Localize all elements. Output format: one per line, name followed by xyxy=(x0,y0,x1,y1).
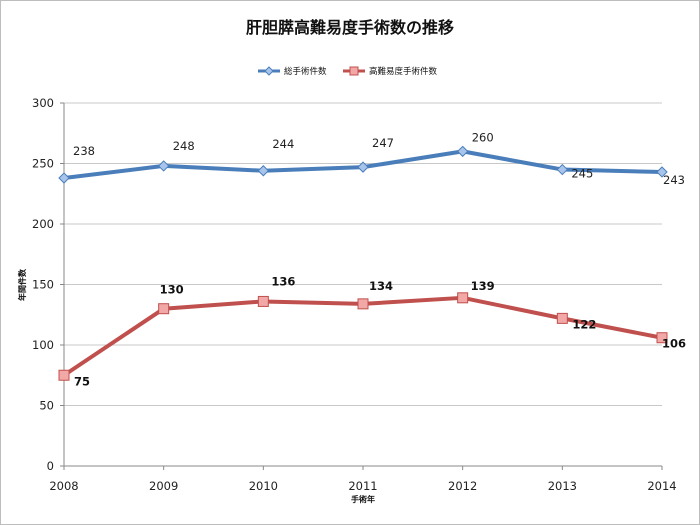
data-point-diamond xyxy=(58,172,70,184)
x-tick-label: 2012 xyxy=(448,479,477,493)
data-label: 136 xyxy=(271,274,295,288)
data-point-square xyxy=(58,369,70,381)
y-tick-labels: 0 50 100 150 200 250 300 xyxy=(32,96,54,473)
legend-label: 総手術件数 xyxy=(284,66,327,77)
data-label: 248 xyxy=(173,139,195,153)
data-point-square xyxy=(158,303,170,315)
data-point-diamond xyxy=(157,160,170,172)
x-tick-label: 2013 xyxy=(548,479,577,493)
data-label: 247 xyxy=(372,136,394,150)
y-tick-label: 250 xyxy=(32,157,54,171)
series-group xyxy=(58,145,668,381)
data-point-square xyxy=(656,332,668,344)
legend-marker-square xyxy=(349,66,359,76)
data-label: 260 xyxy=(472,130,494,144)
y-tick-label: 100 xyxy=(32,338,54,352)
axes xyxy=(60,102,663,470)
data-label: 243 xyxy=(663,173,685,187)
data-label: 245 xyxy=(571,167,593,181)
y-tick-label: 300 xyxy=(32,96,54,110)
data-label: 130 xyxy=(160,283,184,297)
data-point-diamond xyxy=(357,161,369,173)
data-point-diamond xyxy=(456,145,469,158)
x-tick-labels: 2008 2009 2010 2011 2012 2013 2014 xyxy=(49,479,676,493)
data-point-diamond xyxy=(556,163,569,176)
data-point-square xyxy=(457,292,469,304)
y-tick-label: 0 xyxy=(47,459,54,473)
y-tick-label: 150 xyxy=(32,278,54,292)
data-point-diamond xyxy=(656,166,668,178)
chart-title: 肝胆膵高難易度手術数の推移 xyxy=(245,18,454,37)
legend-marker-diamond xyxy=(264,66,274,76)
data-point-square xyxy=(357,298,369,310)
gridlines xyxy=(64,102,662,406)
y-axis-title: 年間件数 xyxy=(17,268,27,301)
data-point-square xyxy=(257,295,269,307)
y-tick-label: 200 xyxy=(32,217,54,231)
data-label: 106 xyxy=(662,337,686,351)
data-point-square xyxy=(556,312,568,324)
data-labels: 238 248 244 247 260 245 243 75 130 136 134 139 122 10… xyxy=(73,130,686,388)
x-tick-label: 2009 xyxy=(149,479,178,493)
legend-label: 高難易度手術件数 xyxy=(369,66,438,77)
y-tick-label: 50 xyxy=(39,399,54,413)
x-tick-label: 2010 xyxy=(249,479,278,493)
legend: 総手術件数 高難易度手術件数 xyxy=(258,66,438,77)
data-label: 134 xyxy=(369,279,393,293)
data-label: 238 xyxy=(73,144,95,158)
data-label: 122 xyxy=(572,317,596,331)
x-tick-label: 2014 xyxy=(647,479,676,493)
data-point-diamond xyxy=(257,165,270,177)
data-label: 244 xyxy=(272,137,294,151)
x-tick-label: 2008 xyxy=(49,479,78,493)
data-label: 75 xyxy=(74,374,90,388)
data-label: 139 xyxy=(471,279,495,293)
x-tick-label: 2011 xyxy=(348,479,377,493)
x-axis-title: 手術年 xyxy=(351,494,375,504)
series-line xyxy=(62,295,664,378)
